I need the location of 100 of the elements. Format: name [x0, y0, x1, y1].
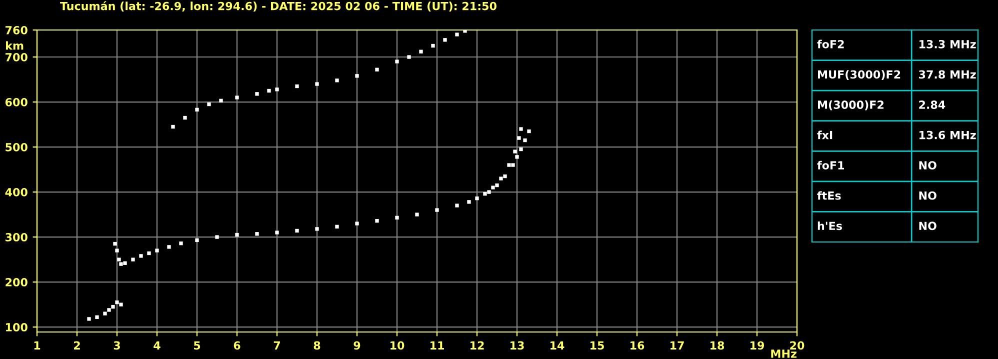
point [147, 251, 151, 256]
x-tick-label: 2 [74, 341, 80, 350]
point [87, 317, 91, 321]
point [355, 74, 359, 78]
point [219, 98, 223, 102]
x-tick-label: 19 [750, 341, 764, 350]
point [463, 30, 467, 33]
point [523, 138, 527, 142]
point [517, 136, 521, 140]
text: NO [919, 191, 936, 200]
text: h'Es [818, 221, 842, 230]
x-tick-label: 11 [430, 341, 444, 350]
text: foF2 [817, 40, 844, 48]
point [507, 163, 511, 167]
point [475, 196, 479, 200]
point [511, 163, 515, 167]
text: M(3000)F2 [818, 100, 884, 110]
y-tick-label: 700 [6, 52, 28, 62]
point [295, 228, 299, 233]
x-tick-label: 13 [510, 341, 524, 350]
x-tick-label: 9 [354, 341, 360, 350]
point [503, 174, 507, 178]
point [139, 254, 143, 258]
x-tick-label: 17 [670, 341, 684, 350]
point [275, 88, 279, 92]
text: 13.3 MHz [919, 40, 976, 48]
point [435, 208, 439, 212]
y-tick-label: 100 [6, 323, 28, 332]
point [115, 248, 119, 252]
point [487, 190, 491, 194]
point [315, 227, 319, 231]
point [131, 258, 135, 262]
point [527, 129, 531, 134]
point [513, 150, 517, 154]
point [455, 204, 459, 208]
point [123, 261, 127, 265]
x-tick-label: 18 [710, 341, 724, 350]
y-tick-label: 500 [6, 142, 28, 152]
point [111, 304, 115, 309]
x-tick-label: 3 [114, 341, 120, 350]
point [275, 230, 279, 234]
point [395, 216, 399, 220]
point [255, 232, 259, 236]
point [335, 224, 339, 229]
point [315, 82, 319, 86]
y-tick-label: 300 [6, 233, 28, 242]
point [235, 96, 239, 100]
point [467, 200, 471, 204]
text: ftEs [817, 191, 841, 200]
x-tick-label: 5 [194, 341, 200, 350]
text: NO [919, 222, 936, 230]
point [115, 300, 119, 304]
y-tick-label: 400 [5, 188, 28, 196]
point [395, 60, 399, 64]
point [455, 32, 459, 36]
point [113, 242, 117, 246]
text: NO [919, 161, 936, 170]
x-tick-label: 1 [34, 341, 40, 350]
point [419, 50, 423, 54]
point [375, 68, 379, 72]
x-axis-title: MHz [771, 350, 796, 358]
point [103, 312, 107, 316]
point [255, 92, 259, 96]
x-tick-label: 15 [590, 341, 604, 350]
text: MUF(3000)F2 [818, 70, 900, 80]
point [119, 262, 123, 266]
point [499, 176, 503, 180]
y-tick-label: 600 [5, 98, 28, 106]
point [207, 102, 211, 106]
point [117, 258, 121, 262]
x-tick-label: 12 [470, 341, 484, 350]
text: fxI [817, 130, 832, 140]
point [267, 88, 271, 93]
x-tick-label: 10 [390, 341, 404, 350]
point [155, 248, 159, 252]
point [443, 38, 447, 42]
point [195, 238, 199, 242]
x-tick-label: 6 [234, 341, 240, 350]
point [519, 127, 523, 131]
point [195, 108, 199, 112]
x-tick-label: 4 [154, 341, 160, 350]
point [483, 192, 487, 196]
point [167, 245, 171, 249]
point [431, 44, 435, 48]
text: foF1 [817, 160, 844, 170]
y-tick-label: 200 [6, 278, 28, 286]
x-tick-label: 20 [790, 341, 804, 350]
x-tick-label: 8 [314, 341, 320, 350]
point [183, 116, 187, 120]
point [375, 218, 379, 223]
point [295, 84, 299, 88]
text: 2.84 [919, 100, 946, 109]
point [179, 241, 183, 246]
chart-title: Tucumán (lat: -26.9, lon: 294.6) - DATE: 2025 02 06 - TIME (UT): 21:50 [60, 1, 496, 12]
y-tick-label: 760 [6, 26, 28, 34]
x-tick-label: 14 [550, 341, 564, 350]
point [355, 222, 359, 226]
point [495, 183, 499, 188]
x-tick-label: 16 [630, 341, 644, 350]
point [215, 235, 219, 239]
